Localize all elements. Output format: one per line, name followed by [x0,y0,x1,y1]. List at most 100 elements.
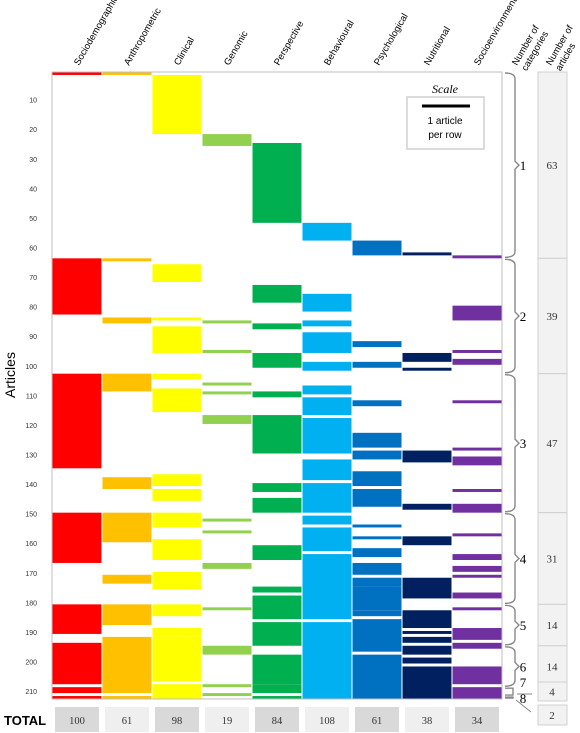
bar-segment [252,545,302,560]
bar-segment [202,684,252,688]
group-count: 4 [549,687,555,699]
bar-segment [102,574,152,584]
y-tick-label: 30 [29,157,37,164]
bar-segment [202,391,252,395]
total-value: 108 [319,716,335,727]
bar-segment [202,607,252,611]
scale-title: Scale [432,82,459,96]
bar-segment [452,607,502,611]
bar-segment [152,684,202,699]
bar-segment [202,693,252,697]
group-count: 63 [547,160,559,172]
bar-segment [402,367,452,371]
bar-segment [352,432,402,448]
bar-segment [202,562,252,569]
bar-segment [352,577,402,587]
bar-segment [402,503,452,510]
bar-segment [252,654,302,685]
y-tick-label: 210 [25,689,37,696]
scale-line2: per row [428,130,462,141]
scale-legend: Scale 1 article per row [406,82,485,150]
column-header: Psychological [372,12,411,68]
column-headers: Sociodemographic Anthropometric Clinical Ge… [72,0,580,73]
group-brace [504,72,520,259]
y-tick-label: 120 [25,423,37,430]
bar-segment [452,305,502,321]
y-tick-label: 180 [25,600,37,607]
bar-segment [152,571,202,590]
y-tick-label: 170 [25,571,37,578]
column-header: Clinical [172,35,197,67]
bar-segment [102,373,152,392]
total-value: 38 [422,716,433,727]
group-count-box [537,645,568,688]
bar-segment [202,518,252,522]
header-number-of-articles: Number ofarticles [544,23,580,73]
bar-segment [402,645,452,655]
group-label: 2 [520,309,527,324]
bar-segment [452,554,502,560]
group-label: 3 [520,436,527,451]
category-groups: 1 63 2 39 3 47 4 31 5 14 6 14 7 4 8 2 [504,71,568,726]
bar-segment [302,222,352,241]
bar-segment [252,483,302,492]
group-label: 7 [520,675,527,690]
group-count-box [537,704,568,726]
bar-segment [102,636,152,694]
bar-segment [452,592,502,599]
bar-segment [402,252,452,256]
group-brace [505,696,514,699]
bar-segment [202,415,252,424]
bar-segment [152,539,202,560]
bar-segment [302,385,352,395]
bar-segment [252,586,302,593]
bar-segment [102,696,152,699]
total-cell [305,707,349,732]
group-count: 2 [549,710,555,722]
group-count: 14 [547,661,559,673]
bar-segment [452,400,502,404]
y-tick-label: 80 [29,305,37,312]
total-value: 61 [122,716,133,727]
y-tick-label: 10 [29,98,37,105]
bar-segment [152,628,202,637]
bar-segment [252,696,302,699]
bar-segment [152,636,202,682]
bar-segment [402,577,452,599]
y-tick-label: 50 [29,216,37,223]
bar-segment [202,350,252,353]
group-count: 31 [547,554,558,566]
y-tick-label: 190 [25,630,37,637]
bar-segment [52,696,102,699]
total-cell [105,707,149,732]
bar-segment [352,548,402,558]
bar-segment [302,483,352,513]
group-count: 39 [547,311,559,323]
total-cell [455,707,499,732]
bar-segment [152,326,202,353]
y-tick-label: 140 [25,482,37,489]
bar-segment [402,610,452,629]
total-value: 61 [372,716,383,727]
bar-segment [302,515,352,525]
y-axis: 10 20 30 40 50 60 70 80 90 100 110 120 130 140 150 160 1… [25,98,37,697]
bar-segment [102,477,152,490]
totals-label: TOTAL [4,713,46,728]
bar-segment [202,134,252,146]
bar-segment [352,240,402,256]
group-label: 1 [520,158,527,173]
bar-segment [152,373,202,380]
group-brace [504,373,520,513]
y-tick-label: 60 [29,245,37,252]
bar-segment [302,320,352,327]
group-connector [515,699,532,713]
y-tick-label: 40 [29,186,37,193]
y-tick-label: 90 [29,334,37,341]
bar-segment [152,317,202,321]
bar-segment [252,415,302,454]
group-label: 5 [520,618,527,633]
group-brace [504,604,520,646]
bar-segment [352,341,402,348]
bar-segment [352,400,402,407]
group-count: 47 [547,438,559,450]
